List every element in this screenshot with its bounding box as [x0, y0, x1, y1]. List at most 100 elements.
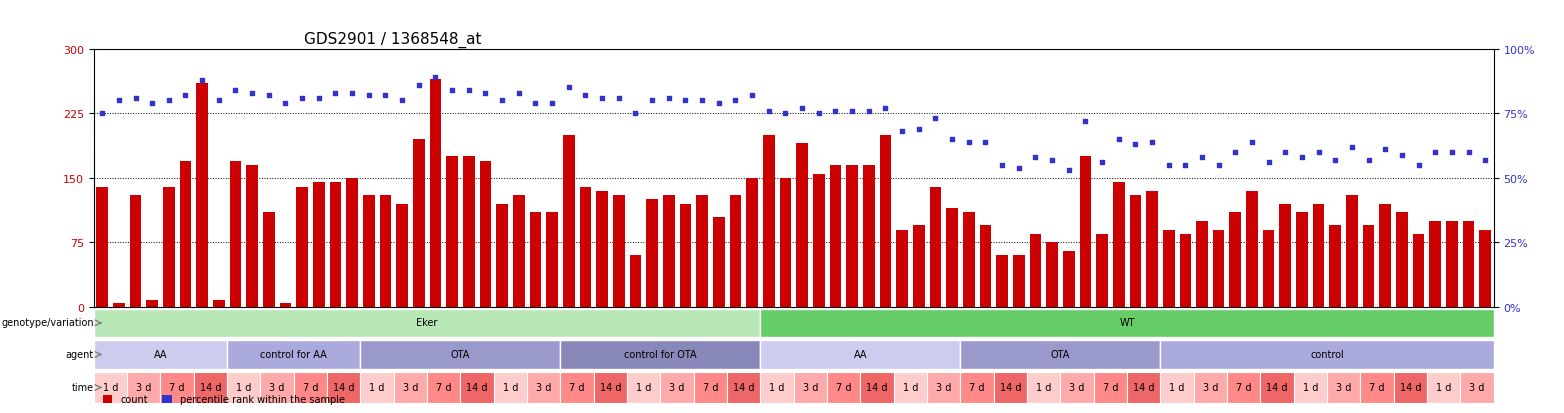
Point	[490, 98, 515, 104]
Point	[507, 90, 532, 97]
Point	[1156, 162, 1181, 169]
FancyBboxPatch shape	[1261, 372, 1293, 403]
Point	[973, 139, 998, 146]
Point	[1006, 165, 1031, 171]
FancyBboxPatch shape	[194, 372, 227, 403]
Point	[707, 100, 732, 107]
FancyBboxPatch shape	[627, 372, 660, 403]
Text: 3 d: 3 d	[1203, 382, 1218, 392]
Bar	[1196, 221, 1207, 307]
Bar	[646, 200, 658, 307]
FancyBboxPatch shape	[560, 372, 594, 403]
Point	[805, 111, 830, 117]
Text: 3 d: 3 d	[669, 382, 685, 392]
Point	[422, 75, 447, 81]
FancyBboxPatch shape	[94, 309, 760, 337]
Point	[439, 88, 465, 94]
Text: AA: AA	[854, 349, 866, 359]
Bar	[896, 230, 907, 307]
FancyBboxPatch shape	[760, 372, 795, 403]
Text: 3 d: 3 d	[269, 382, 285, 392]
Text: 3 d: 3 d	[1336, 382, 1351, 392]
Point	[690, 98, 715, 104]
Bar	[763, 135, 774, 307]
Point	[757, 108, 782, 115]
Point	[1106, 136, 1131, 143]
Text: 1 d: 1 d	[1436, 382, 1451, 392]
Point	[307, 95, 332, 102]
Point	[906, 126, 931, 133]
Bar	[1262, 230, 1275, 307]
Point	[289, 95, 314, 102]
FancyBboxPatch shape	[960, 340, 1160, 369]
Bar	[796, 144, 809, 307]
Point	[1123, 142, 1148, 148]
Point	[389, 98, 414, 104]
Point	[1256, 160, 1281, 166]
Text: 14 d: 14 d	[466, 382, 488, 392]
Bar	[1447, 221, 1458, 307]
FancyBboxPatch shape	[1093, 372, 1128, 403]
Legend: count, percentile rank within the sample: count, percentile rank within the sample	[99, 390, 349, 408]
Bar	[946, 209, 957, 307]
FancyBboxPatch shape	[1361, 372, 1394, 403]
Point	[206, 98, 231, 104]
Point	[823, 108, 848, 115]
Text: 14 d: 14 d	[200, 382, 221, 392]
Text: 7 d: 7 d	[970, 382, 985, 392]
Point	[657, 95, 682, 102]
FancyBboxPatch shape	[660, 372, 694, 403]
Text: 14 d: 14 d	[599, 382, 621, 392]
Point	[224, 88, 249, 94]
Bar	[180, 161, 191, 307]
Bar	[596, 191, 608, 307]
Bar	[413, 140, 424, 307]
Bar	[230, 161, 241, 307]
Bar	[1212, 230, 1225, 307]
Point	[274, 100, 299, 107]
FancyBboxPatch shape	[527, 372, 560, 403]
Point	[1173, 162, 1198, 169]
Bar	[746, 178, 759, 307]
Bar	[263, 213, 275, 307]
Bar	[513, 196, 524, 307]
Text: 1 d: 1 d	[902, 382, 918, 392]
Text: 3 d: 3 d	[136, 382, 152, 392]
Point	[322, 90, 347, 97]
Bar	[913, 226, 924, 307]
Bar	[979, 226, 992, 307]
Bar	[1397, 213, 1408, 307]
Text: 3 d: 3 d	[802, 382, 818, 392]
FancyBboxPatch shape	[1193, 372, 1228, 403]
Bar	[1164, 230, 1175, 307]
FancyBboxPatch shape	[494, 372, 527, 403]
Text: 3 d: 3 d	[536, 382, 552, 392]
Bar	[929, 187, 942, 307]
Point	[873, 106, 898, 112]
Point	[1056, 167, 1081, 174]
Point	[590, 95, 615, 102]
Bar	[1013, 256, 1024, 307]
Text: 14 d: 14 d	[1132, 382, 1154, 392]
Point	[357, 93, 382, 99]
FancyBboxPatch shape	[594, 372, 627, 403]
Bar	[696, 196, 708, 307]
Bar	[346, 178, 358, 307]
Text: 3 d: 3 d	[1070, 382, 1085, 392]
Point	[1206, 162, 1231, 169]
Text: 3 d: 3 d	[1469, 382, 1484, 392]
Bar	[1429, 221, 1440, 307]
Text: OTA: OTA	[1051, 349, 1070, 359]
Bar	[1362, 226, 1375, 307]
Point	[189, 77, 214, 84]
FancyBboxPatch shape	[427, 372, 460, 403]
FancyBboxPatch shape	[94, 340, 227, 369]
FancyBboxPatch shape	[1394, 372, 1426, 403]
FancyBboxPatch shape	[1160, 340, 1494, 369]
Point	[1023, 154, 1048, 161]
Bar	[1297, 213, 1308, 307]
Text: 1 d: 1 d	[637, 382, 652, 392]
Point	[890, 129, 915, 135]
Text: 7 d: 7 d	[1368, 382, 1384, 392]
FancyBboxPatch shape	[760, 340, 960, 369]
